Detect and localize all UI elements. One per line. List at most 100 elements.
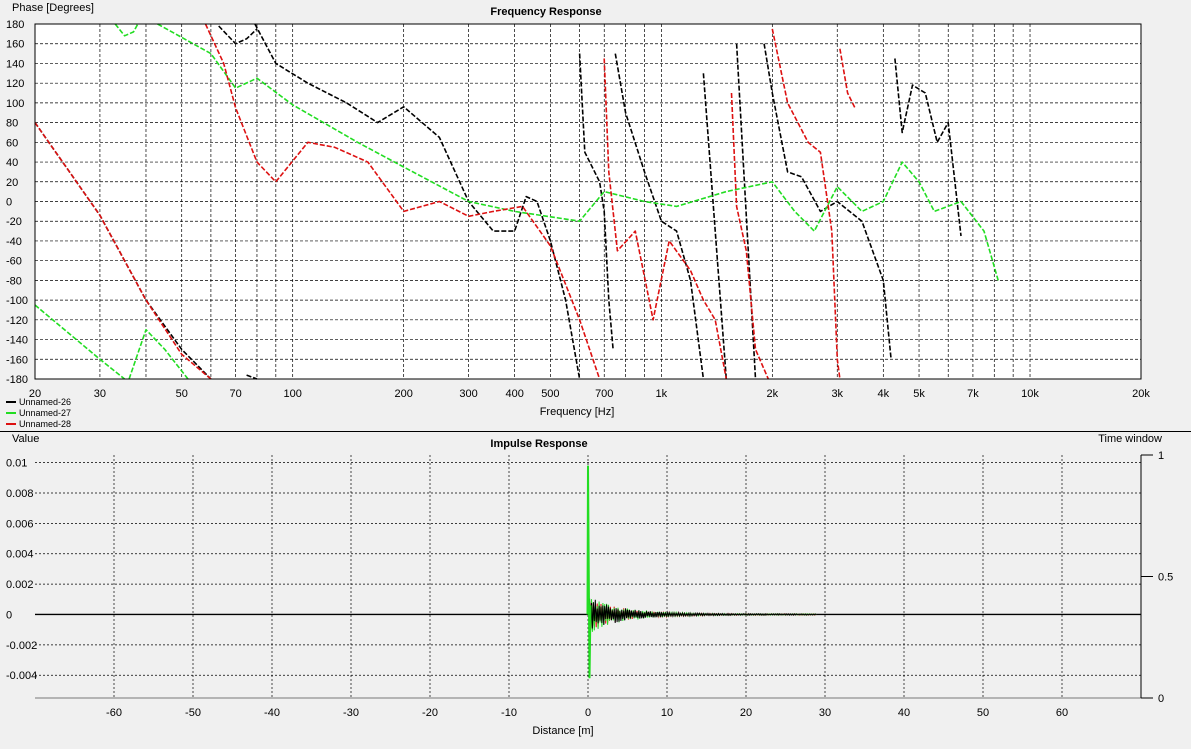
impulse-chart-title: Impulse Response [490, 438, 587, 450]
impulse-series [586, 465, 817, 679]
frequency-y-tick-label: 120 [6, 78, 24, 90]
frequency-y-tick-label: 0 [6, 197, 12, 209]
frequency-y-tick-label: -60 [6, 256, 22, 268]
frequency-series-line [702, 73, 728, 380]
time-window-tick-label: 1 [1158, 450, 1164, 462]
frequency-y-tick-label: -80 [6, 275, 22, 287]
frequency-y-tick-label: -140 [6, 335, 28, 347]
frequency-x-tick-label: 500 [541, 388, 559, 400]
frequency-x-tick-label: 300 [459, 388, 477, 400]
impulse-y-tick-label: 0.01 [6, 458, 27, 470]
frequency-series-line [34, 122, 212, 380]
frequency-x-tick-label: 400 [505, 388, 523, 400]
frequency-series-line [114, 23, 139, 37]
frequency-chart-title: Frequency Response [490, 6, 601, 18]
impulse-y-tick-label: -0.002 [6, 640, 37, 652]
impulse-x-tick-label: -50 [185, 707, 201, 719]
frequency-series-line [730, 92, 770, 380]
time-window-tick-labels: 10.50 [1158, 450, 1173, 705]
impulse-x-tick-label: 60 [1056, 707, 1068, 719]
frequency-series [34, 23, 999, 380]
frequency-y-tick-label: -160 [6, 354, 28, 366]
frequency-x-tick-label: 100 [284, 388, 302, 400]
frequency-y-tick-label: -180 [6, 374, 28, 386]
legend-entry: Unnamed-26 [19, 397, 71, 407]
impulse-y-axis-label: Value [12, 433, 39, 445]
frequency-x-tick-label: 4k [878, 388, 890, 400]
frequency-y-tick-label: 40 [6, 157, 18, 169]
frequency-series-line [771, 28, 841, 380]
impulse-y-tick-label: 0.008 [6, 488, 34, 500]
frequency-y-tick-label: 180 [6, 19, 24, 31]
frequency-x-tick-labels: 20 30 50 70 100 200 300 400 500 700 1k 2k 3k 4k 5k 7k 10… [29, 388, 1150, 400]
impulse-y-tick-labels: 0.01 0.008 0.006 0.004 0.002 0 -0.002 -0.004 [6, 458, 37, 683]
frequency-series-line [128, 328, 189, 380]
frequency-plot-frame [34, 23, 1142, 380]
frequency-y-tick-label: 20 [6, 177, 18, 189]
time-window-tick-label: 0 [1158, 693, 1164, 705]
frequency-series-line [839, 48, 856, 109]
frequency-x-tick-label: 700 [595, 388, 613, 400]
frequency-series-line [34, 304, 126, 380]
frequency-y-tick-label: 80 [6, 118, 18, 130]
impulse-x-tick-label: -20 [422, 707, 438, 719]
frequency-y-tick-label: -120 [6, 315, 28, 327]
frequency-x-tick-label: 30 [94, 388, 106, 400]
impulse-x-tick-label: 50 [977, 707, 989, 719]
impulse-grid [35, 454, 1153, 699]
legend-entry: Unnamed-27 [19, 408, 71, 418]
impulse-x-tick-label: -40 [264, 707, 280, 719]
legend-entry: Unnamed-28 [19, 419, 71, 429]
frequency-x-tick-label: 2k [767, 388, 779, 400]
frequency-x-tick-label: 20k [1132, 388, 1150, 400]
impulse-y-tick-label: 0.006 [6, 518, 34, 530]
impulse-x-tick-label: 30 [819, 707, 831, 719]
frequency-series-line [763, 43, 892, 360]
frequency-y-axis-label: Phase [Degrees] [12, 2, 94, 14]
time-window-axis-label: Time window [1098, 433, 1162, 445]
frequency-x-axis-label: Frequency [Hz] [540, 406, 615, 418]
impulse-x-tick-label: 20 [740, 707, 752, 719]
frequency-x-tick-label: 50 [176, 388, 188, 400]
frequency-series-line [603, 58, 728, 380]
frequency-x-tick-label: 7k [967, 388, 979, 400]
frequency-series-line [246, 374, 258, 380]
time-window-tick-label: 0.5 [1158, 572, 1173, 584]
impulse-x-tick-label: -60 [106, 707, 122, 719]
impulse-x-axis-label: Distance [m] [532, 725, 593, 737]
frequency-series-line [218, 25, 258, 45]
impulse-y-tick-label: 0.002 [6, 579, 34, 591]
frequency-y-tick-label: -20 [6, 216, 22, 228]
frequency-y-tick-label: -40 [6, 236, 22, 248]
frequency-x-tick-label: 70 [229, 388, 241, 400]
frequency-y-tick-labels: 180 160 140 120 100 80 60 40 20 0 -20 -40 -60 -80 -100… [6, 19, 28, 386]
frequency-series-line [614, 53, 705, 380]
frequency-y-tick-label: 60 [6, 137, 18, 149]
frequency-series-line [204, 23, 601, 380]
impulse-y-tick-label: 0.004 [6, 549, 34, 561]
frequency-series-line [34, 122, 212, 380]
impulse-response-chart: 0.01 0.008 0.006 0.004 0.002 0 -0.002 -0.004 -6… [6, 433, 1173, 737]
impulse-y-tick-label: 0 [6, 609, 12, 621]
frequency-y-tick-label: 140 [6, 58, 24, 70]
frequency-x-tick-label: 1k [656, 388, 668, 400]
frequency-x-tick-label: 20 [29, 388, 41, 400]
impulse-y-tick-label: -0.004 [6, 670, 37, 682]
impulse-x-tick-label: -30 [343, 707, 359, 719]
frequency-y-tick-label: -100 [6, 295, 28, 307]
impulse-x-tick-labels: -60 -50 -40 -30 -20 -10 0 10 20 30 40 50 60 [106, 707, 1068, 719]
frequency-series-line [894, 58, 962, 237]
frequency-y-tick-label: 100 [6, 98, 24, 110]
impulse-x-tick-label: 10 [661, 707, 673, 719]
frequency-x-tick-label: 10k [1021, 388, 1039, 400]
impulse-x-tick-label: -10 [501, 707, 517, 719]
impulse-x-tick-label: 0 [585, 707, 591, 719]
frequency-series-line [157, 23, 999, 281]
frequency-response-chart: 180160140120100806040200-20-40-60-80-100… [6, 2, 1150, 429]
frequency-x-tick-label: 5k [913, 388, 925, 400]
frequency-x-tick-label: 200 [394, 388, 412, 400]
impulse-peak [586, 465, 592, 679]
impulse-x-tick-label: 40 [898, 707, 910, 719]
